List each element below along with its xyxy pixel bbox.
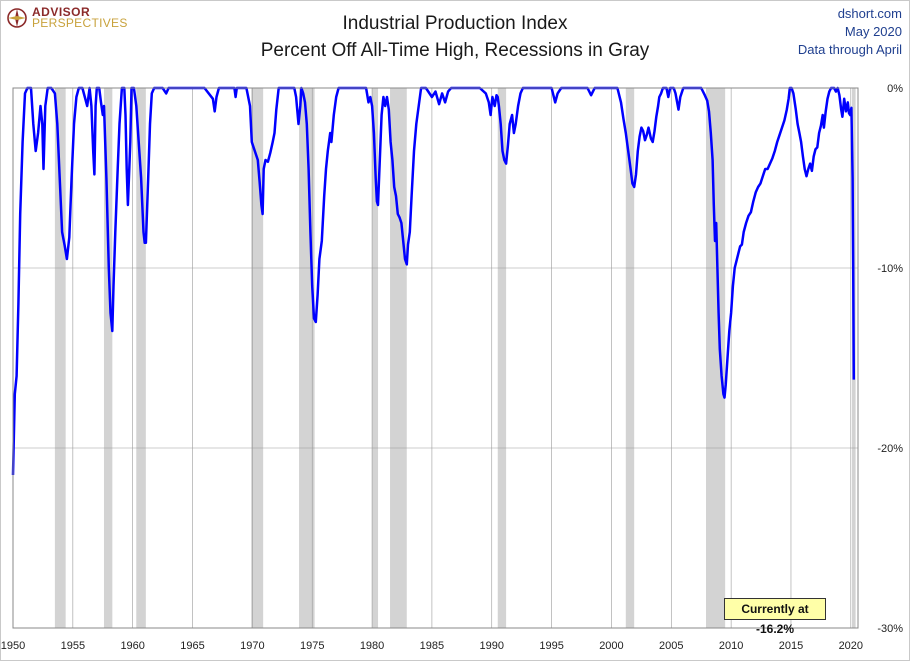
x-tick-label: 2015 bbox=[779, 640, 803, 652]
recession-band-4 bbox=[251, 88, 264, 628]
x-tick-label: 1985 bbox=[420, 640, 444, 652]
x-axis-ticks: 1950 1955 1960 1965 1970 1975 1980 1985 1990 1995… bbox=[1, 640, 863, 652]
y-axis-ticks: 0% -10% -20% -30% bbox=[877, 83, 903, 635]
chart-subtitle: Percent Off All-Time High, Recessions in… bbox=[260, 40, 650, 61]
recession-band-10 bbox=[705, 88, 726, 628]
x-tick-label: 2010 bbox=[719, 640, 743, 652]
recession-band-6 bbox=[372, 88, 379, 628]
x-tick-label: 1965 bbox=[180, 640, 204, 652]
y-tick-label: -20% bbox=[877, 443, 903, 455]
x-tick-label: 1970 bbox=[240, 640, 264, 652]
x-tick-label: 1990 bbox=[480, 640, 504, 652]
x-tick-label: 2000 bbox=[599, 640, 623, 652]
advisor-perspectives-logo: ADVISOR PERSPECTIVES bbox=[6, 5, 128, 30]
x-tick-label: 2020 bbox=[839, 640, 863, 652]
y-tick-label: -10% bbox=[877, 263, 903, 275]
x-tick-label: 1960 bbox=[120, 640, 144, 652]
credit-data-through: Data through April bbox=[797, 42, 902, 57]
current-value-callout: Currently at -16.2% bbox=[724, 598, 826, 636]
x-tick-label: 1950 bbox=[1, 640, 25, 652]
x-tick-label: 1955 bbox=[61, 640, 85, 652]
credit-date: May 2020 bbox=[844, 24, 902, 39]
credit-site: dshort.com bbox=[837, 6, 902, 21]
x-tick-label: 1975 bbox=[300, 640, 324, 652]
x-tick-label: 1995 bbox=[539, 640, 563, 652]
recession-band-1 bbox=[54, 88, 66, 628]
recession-band-8 bbox=[497, 88, 507, 628]
logo-line2: PERSPECTIVES bbox=[32, 16, 128, 30]
compass-icon bbox=[7, 8, 27, 28]
y-tick-label: 0% bbox=[887, 83, 903, 95]
recession-band-9 bbox=[625, 88, 635, 628]
recession-bands bbox=[54, 88, 856, 628]
x-tick-label: 2005 bbox=[659, 640, 683, 652]
x-tick-label: 1980 bbox=[360, 640, 384, 652]
recession-band-3 bbox=[136, 88, 146, 628]
recession-band-2 bbox=[103, 88, 113, 628]
plot-area-border bbox=[12, 87, 859, 629]
chart-title: Industrial Production Index bbox=[342, 13, 568, 34]
y-tick-label: -30% bbox=[877, 623, 903, 635]
logo-line1: ADVISOR bbox=[32, 5, 91, 19]
